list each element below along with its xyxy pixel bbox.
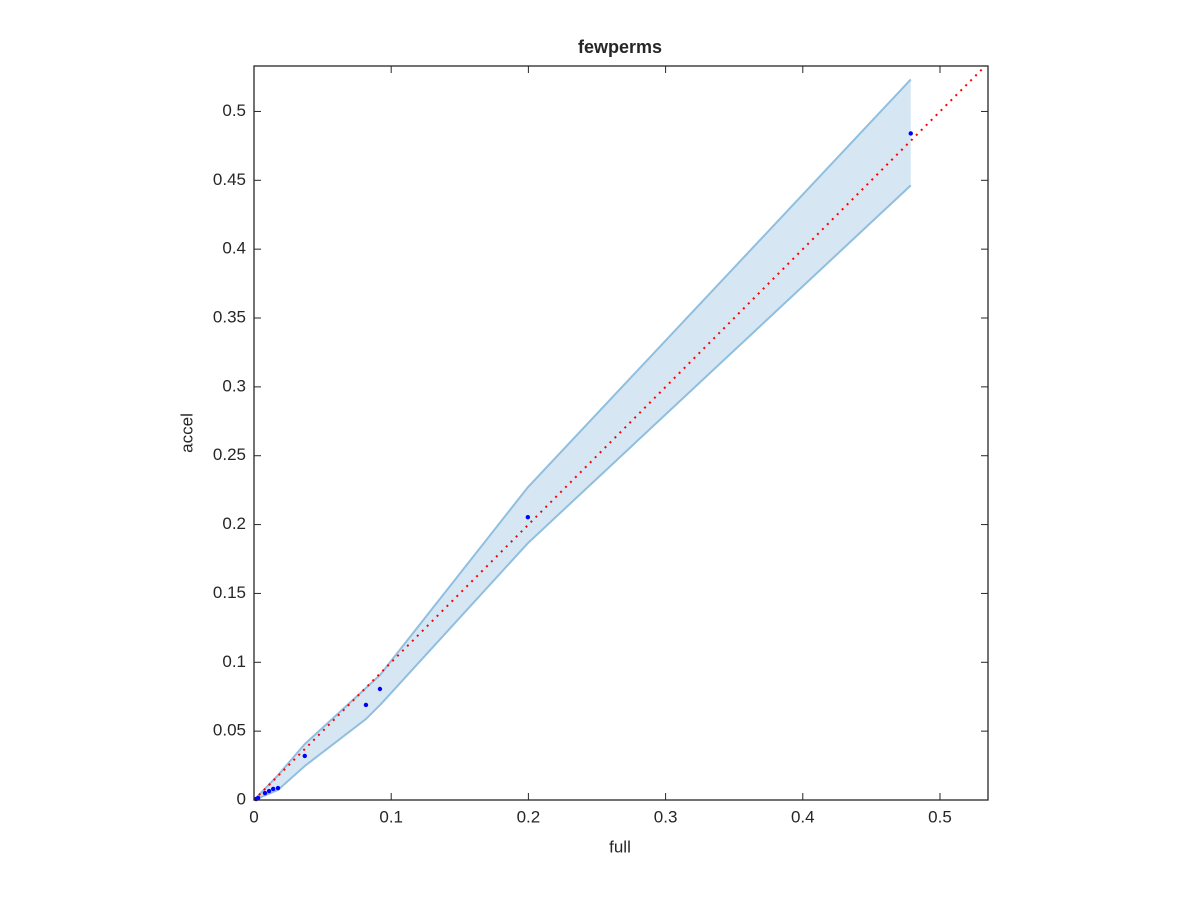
data-point: [271, 786, 276, 792]
y-tick-label: 0.5: [222, 101, 246, 120]
y-tick-label: 0.35: [213, 307, 246, 326]
data-point: [525, 514, 531, 520]
x-tick-label: 0: [249, 807, 258, 826]
data-point: [908, 131, 913, 136]
x-axis-label: full: [609, 837, 631, 856]
y-tick-label: 0.25: [213, 445, 246, 464]
y-tick-label: 0.45: [213, 170, 246, 189]
band-fill: [254, 79, 911, 801]
y-tick-label: 0.05: [213, 721, 246, 740]
y-tick-label: 0: [237, 789, 246, 808]
y-tick-label: 0.15: [213, 583, 246, 602]
data-point: [302, 753, 307, 759]
x-tick-label: 0.4: [791, 807, 815, 826]
y-tick-label: 0.1: [222, 652, 246, 671]
data-point: [262, 790, 268, 796]
x-tick-label: 0.3: [654, 807, 678, 826]
y-tick-label: 0.4: [222, 239, 246, 258]
x-tick-label: 0.2: [517, 807, 541, 826]
data-point: [255, 795, 261, 801]
x-tick-label: 0.1: [379, 807, 403, 826]
data-point: [363, 702, 369, 708]
y-tick-label: 0.2: [222, 514, 246, 533]
x-tick-label: 0.5: [928, 807, 952, 826]
chart-title: fewperms: [578, 37, 662, 57]
data-point: [377, 686, 383, 692]
y-tick-label: 0.3: [222, 376, 246, 395]
y-axis-label: accel: [177, 413, 196, 453]
data-point: [266, 788, 272, 794]
data-point: [275, 785, 281, 791]
identity-line: [253, 65, 986, 801]
axes-box: [253, 65, 989, 801]
band-upper: [253, 78, 912, 801]
